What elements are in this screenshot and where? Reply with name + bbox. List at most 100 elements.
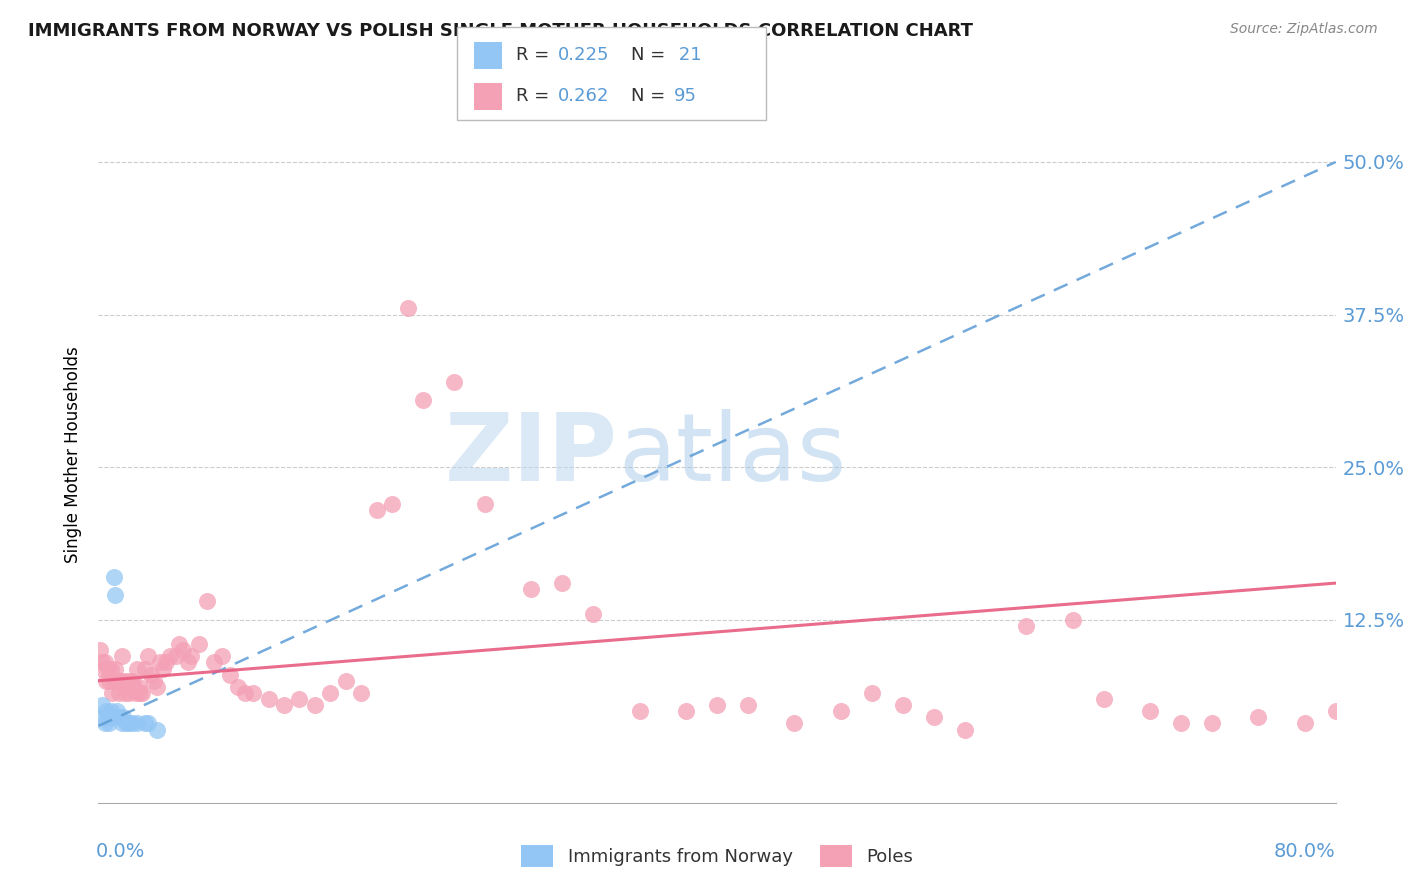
Point <box>98 716 121 731</box>
Point <box>115 680 138 694</box>
Point <box>118 686 141 700</box>
Point <box>136 649 159 664</box>
Point <box>111 716 134 731</box>
Point <box>350 686 373 700</box>
Point <box>1294 716 1316 731</box>
Point <box>93 716 115 731</box>
Point <box>101 686 124 700</box>
Point <box>89 643 111 657</box>
Point <box>235 686 257 700</box>
Point <box>319 686 342 700</box>
Point <box>1201 716 1223 731</box>
Point <box>830 704 852 718</box>
Point <box>551 576 574 591</box>
Point <box>97 661 120 675</box>
Point <box>953 723 976 737</box>
Point <box>103 673 125 688</box>
Point <box>103 570 125 584</box>
Point <box>96 704 118 718</box>
Point <box>118 716 141 731</box>
Point <box>675 704 697 718</box>
Point <box>146 723 169 737</box>
Point <box>165 649 187 664</box>
Point <box>93 656 115 670</box>
Point <box>628 704 651 718</box>
Point <box>167 637 190 651</box>
Point <box>127 716 149 731</box>
Point <box>121 673 143 688</box>
Point <box>242 686 264 700</box>
Point <box>366 503 388 517</box>
Text: 0.225: 0.225 <box>558 46 610 64</box>
Point <box>107 686 129 700</box>
Point <box>443 375 465 389</box>
Point <box>737 698 759 713</box>
Point <box>98 673 121 688</box>
Point <box>204 656 226 670</box>
Point <box>136 716 159 731</box>
Point <box>97 710 120 724</box>
Point <box>219 667 242 681</box>
Point <box>120 680 142 694</box>
Point <box>100 661 122 675</box>
Point <box>304 698 326 713</box>
Point <box>146 680 169 694</box>
Point <box>288 692 311 706</box>
Point <box>152 661 174 675</box>
Point <box>226 680 249 694</box>
Text: 0.262: 0.262 <box>558 87 610 105</box>
Point <box>1139 704 1161 718</box>
Point <box>155 656 177 670</box>
Text: R =: R = <box>516 46 555 64</box>
Point <box>90 698 112 713</box>
Point <box>860 686 883 700</box>
Text: 21: 21 <box>673 46 702 64</box>
Point <box>104 588 127 602</box>
Point <box>127 661 149 675</box>
Point <box>131 686 153 700</box>
Point <box>783 716 806 731</box>
Point <box>1015 619 1038 633</box>
Point <box>149 656 172 670</box>
Point <box>412 392 434 407</box>
Point <box>474 497 496 511</box>
Text: Source: ZipAtlas.com: Source: ZipAtlas.com <box>1230 22 1378 37</box>
Point <box>114 686 136 700</box>
Text: N =: N = <box>631 46 671 64</box>
Text: 95: 95 <box>673 87 696 105</box>
Point <box>134 661 156 675</box>
Text: 0.0%: 0.0% <box>96 842 145 861</box>
Point <box>188 637 211 651</box>
Point <box>90 656 112 670</box>
Point <box>96 673 118 688</box>
Point <box>273 698 295 713</box>
Point <box>91 661 114 675</box>
Point <box>105 704 128 718</box>
Point <box>1247 710 1270 724</box>
Point <box>335 673 357 688</box>
Point <box>134 716 156 731</box>
Text: N =: N = <box>631 87 671 105</box>
Legend: Immigrants from Norway, Poles: Immigrants from Norway, Poles <box>513 838 921 874</box>
Point <box>100 704 122 718</box>
Text: ZIP: ZIP <box>446 409 619 501</box>
Point <box>143 673 166 688</box>
Point <box>112 673 135 688</box>
Text: R =: R = <box>516 87 555 105</box>
Point <box>101 710 124 724</box>
Point <box>111 649 134 664</box>
Point <box>124 686 146 700</box>
Point <box>159 649 181 664</box>
Point <box>177 656 200 670</box>
Point <box>195 594 218 608</box>
Point <box>115 716 138 731</box>
Point <box>257 692 280 706</box>
Point <box>129 686 152 700</box>
Y-axis label: Single Mother Households: Single Mother Households <box>65 347 83 563</box>
Point <box>1092 692 1115 706</box>
Point <box>117 673 139 688</box>
Point <box>122 680 145 694</box>
Point <box>105 673 128 688</box>
Point <box>520 582 543 597</box>
Point <box>1062 613 1084 627</box>
